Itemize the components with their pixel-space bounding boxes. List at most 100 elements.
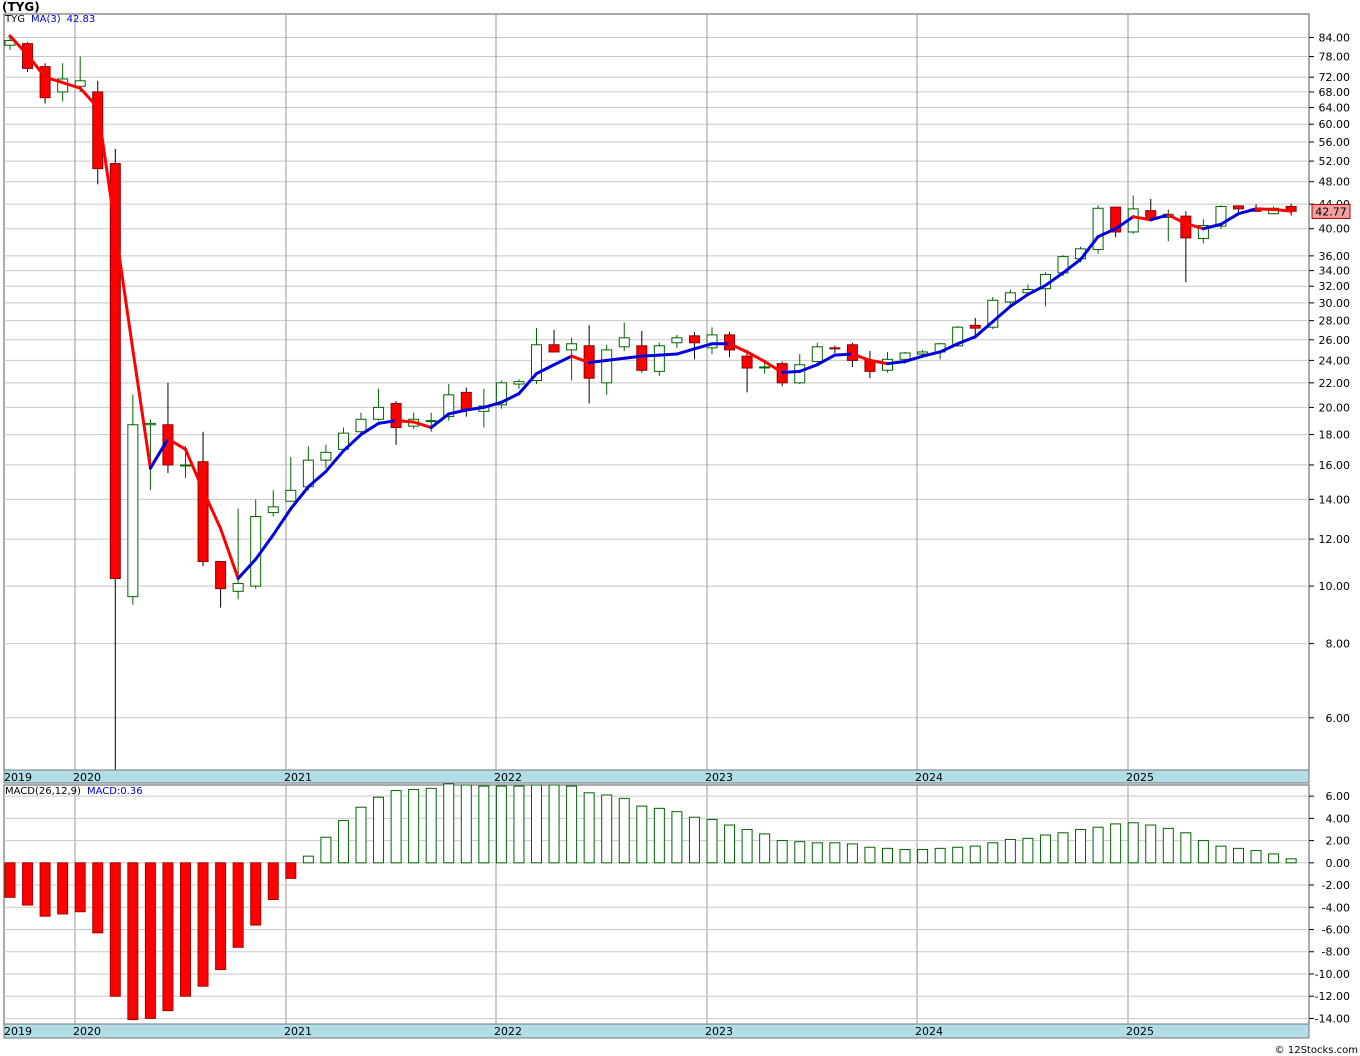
ma-segment — [956, 335, 977, 346]
candle-body — [180, 464, 191, 467]
ma-segment — [991, 304, 1012, 324]
macd-tick-label: -12.00 — [1315, 990, 1350, 1003]
ma-segment — [394, 419, 416, 424]
price-tick-label: 78.00 — [1319, 51, 1351, 64]
candle — [74, 56, 86, 92]
macd-bar — [373, 796, 385, 864]
candle — [320, 444, 332, 469]
ma-segment — [605, 356, 626, 362]
ma-segment — [271, 507, 293, 537]
ma-segment — [517, 372, 538, 396]
macd-tick-label: 6.00 — [1326, 790, 1351, 803]
candle-body — [127, 424, 139, 598]
candle — [1004, 289, 1016, 308]
price-tick-label: 32.00 — [1319, 280, 1351, 293]
year-label: 2022 — [494, 1025, 522, 1038]
candle — [688, 331, 700, 360]
macd-bar — [653, 807, 665, 864]
price-tick-label: 22.00 — [1319, 377, 1351, 390]
macd-bar — [478, 785, 490, 864]
macd-bar — [706, 818, 718, 864]
ma-segment — [499, 392, 521, 404]
candle — [1110, 206, 1122, 238]
candle-body — [320, 451, 332, 461]
candle — [495, 380, 507, 409]
macd-bar — [741, 828, 753, 864]
ma-segment — [745, 350, 767, 363]
price-tick-label: 40.00 — [1319, 223, 1351, 236]
ma-segment — [113, 227, 135, 352]
macd-bar — [425, 787, 437, 864]
candle — [109, 148, 121, 770]
ma-segment — [306, 469, 328, 489]
candle-body — [355, 418, 367, 433]
candle-body — [548, 344, 560, 353]
year-label: 2023 — [705, 1025, 733, 1038]
candle — [1233, 205, 1244, 212]
ma-segment — [570, 354, 591, 365]
macd-bar — [1215, 845, 1227, 864]
candle-body — [952, 326, 964, 347]
macd-bar — [74, 862, 86, 913]
candle-body — [829, 347, 841, 350]
ma-segment — [359, 421, 381, 437]
ma-segment — [587, 358, 609, 365]
candle — [355, 412, 367, 437]
year-label: 2022 — [494, 771, 522, 784]
macd-axis: -14.00 -12.00 -10.00 -8.00 -6.00 -4.00 -2.00 0.… — [1309, 790, 1350, 1025]
ma-segment — [201, 488, 223, 531]
candle-body — [531, 344, 542, 382]
macd-tick-label: -6.00 — [1322, 924, 1350, 937]
macd-bar — [22, 862, 34, 906]
macd-bar — [969, 845, 981, 864]
macd-bar — [759, 833, 771, 864]
macd-bar — [1004, 838, 1016, 864]
ma-segment — [78, 86, 100, 110]
macd-bar — [1233, 847, 1244, 864]
year-label: 2019 — [4, 771, 32, 784]
price-axis: 6.00 8.00 10.00 12.00 14.00 16.00 18.00 20.00 22… — [1309, 31, 1351, 725]
candle-body — [1092, 207, 1104, 251]
candle-body — [1110, 206, 1122, 233]
price-tick-label: 68.00 — [1319, 86, 1351, 99]
candle-body — [144, 422, 156, 426]
candle-body — [653, 345, 665, 372]
ma-segment — [1219, 212, 1240, 226]
price-tick-label: 20.00 — [1319, 401, 1351, 414]
candle-body — [197, 461, 209, 563]
macd-bar — [320, 836, 332, 864]
macd-bar — [531, 784, 542, 864]
candle — [829, 345, 841, 353]
macd-bar — [495, 785, 507, 864]
macd-bar — [724, 824, 736, 864]
macd-bar — [443, 783, 455, 864]
candle-body — [811, 346, 823, 362]
macd-bar — [180, 862, 191, 997]
ma-segment — [464, 405, 486, 412]
macd-bar — [688, 816, 700, 864]
macd-bar — [4, 862, 16, 898]
macd-bar — [162, 862, 174, 1012]
year-label: 2024 — [915, 1025, 943, 1038]
macd-bar — [952, 846, 964, 864]
price-tick-label: 36.00 — [1319, 250, 1351, 263]
candle — [794, 354, 806, 385]
ma-segment — [886, 359, 907, 366]
macd-bar — [250, 862, 262, 926]
macd-bar — [1162, 827, 1174, 864]
ma-segment — [184, 447, 205, 492]
legend-ma-value: 42.83 — [66, 14, 96, 25]
macd-bar — [987, 842, 999, 864]
candle-body — [460, 391, 472, 411]
ma-segment — [1043, 271, 1065, 287]
candle-body — [109, 163, 121, 579]
macd-tick-label: 4.00 — [1326, 812, 1351, 825]
macd-bar — [1057, 832, 1069, 864]
macd-bar — [1145, 824, 1157, 864]
ma-segment — [1079, 235, 1100, 261]
macd-bar — [846, 843, 858, 864]
macd-bar — [829, 842, 841, 864]
last-price-tag: 42.77 — [1311, 203, 1351, 219]
price-tick-label: 34.00 — [1319, 265, 1351, 278]
